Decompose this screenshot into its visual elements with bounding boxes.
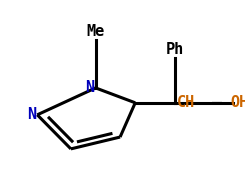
Text: N: N: [27, 107, 36, 122]
Text: —: —: [212, 94, 222, 112]
Text: Me: Me: [86, 25, 105, 40]
Text: Ph: Ph: [166, 42, 184, 57]
Text: CH: CH: [176, 95, 195, 110]
Text: OH: OH: [231, 95, 245, 110]
Text: N: N: [85, 80, 94, 95]
